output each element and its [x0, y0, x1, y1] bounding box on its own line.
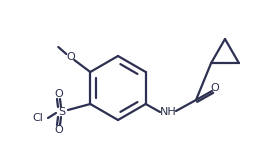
Text: O: O — [55, 125, 63, 135]
Text: O: O — [211, 83, 219, 93]
Text: O: O — [55, 89, 63, 99]
Text: Cl: Cl — [33, 113, 43, 123]
Text: NH: NH — [160, 107, 176, 117]
Text: S: S — [59, 107, 65, 117]
Text: O: O — [66, 52, 75, 62]
